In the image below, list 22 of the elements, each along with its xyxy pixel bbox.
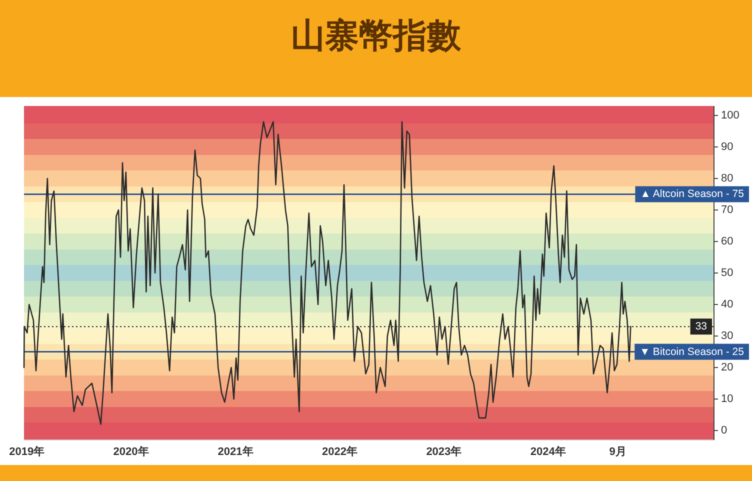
y-tick-label: 80 (721, 172, 734, 184)
y-tick-label: 50 (721, 267, 734, 279)
ref-line-label: 33 (695, 320, 708, 333)
chart-title: 山寨幣指數 (291, 17, 462, 55)
y-tick-label: 20 (721, 362, 734, 374)
ref-line-label: ▼ Bitcoin Season - 25 (640, 346, 744, 358)
y-tick-label: 0 (721, 424, 728, 437)
y-tick-label: 40 (721, 298, 734, 311)
ref-line-label: ▲ Altcoin Season - 75 (640, 188, 744, 200)
x-tick-label: 2019年 (9, 445, 45, 458)
x-tick-label: 2020年 (113, 445, 149, 458)
y-tick-label: 30 (721, 330, 734, 342)
y-tick-label: 60 (721, 235, 734, 248)
x-tick-label: 2022年 (322, 445, 358, 458)
x-tick-label: 2021年 (218, 445, 254, 458)
x-tick-label: 2024年 (530, 445, 566, 458)
y-tick-label: 90 (721, 140, 734, 153)
y-tick-label: 70 (721, 204, 734, 216)
x-tick-label: 9月 (609, 446, 626, 458)
y-tick-label: 100 (721, 109, 740, 122)
y-tick-label: 10 (721, 393, 734, 406)
x-tick-label: 2023年 (426, 445, 462, 458)
